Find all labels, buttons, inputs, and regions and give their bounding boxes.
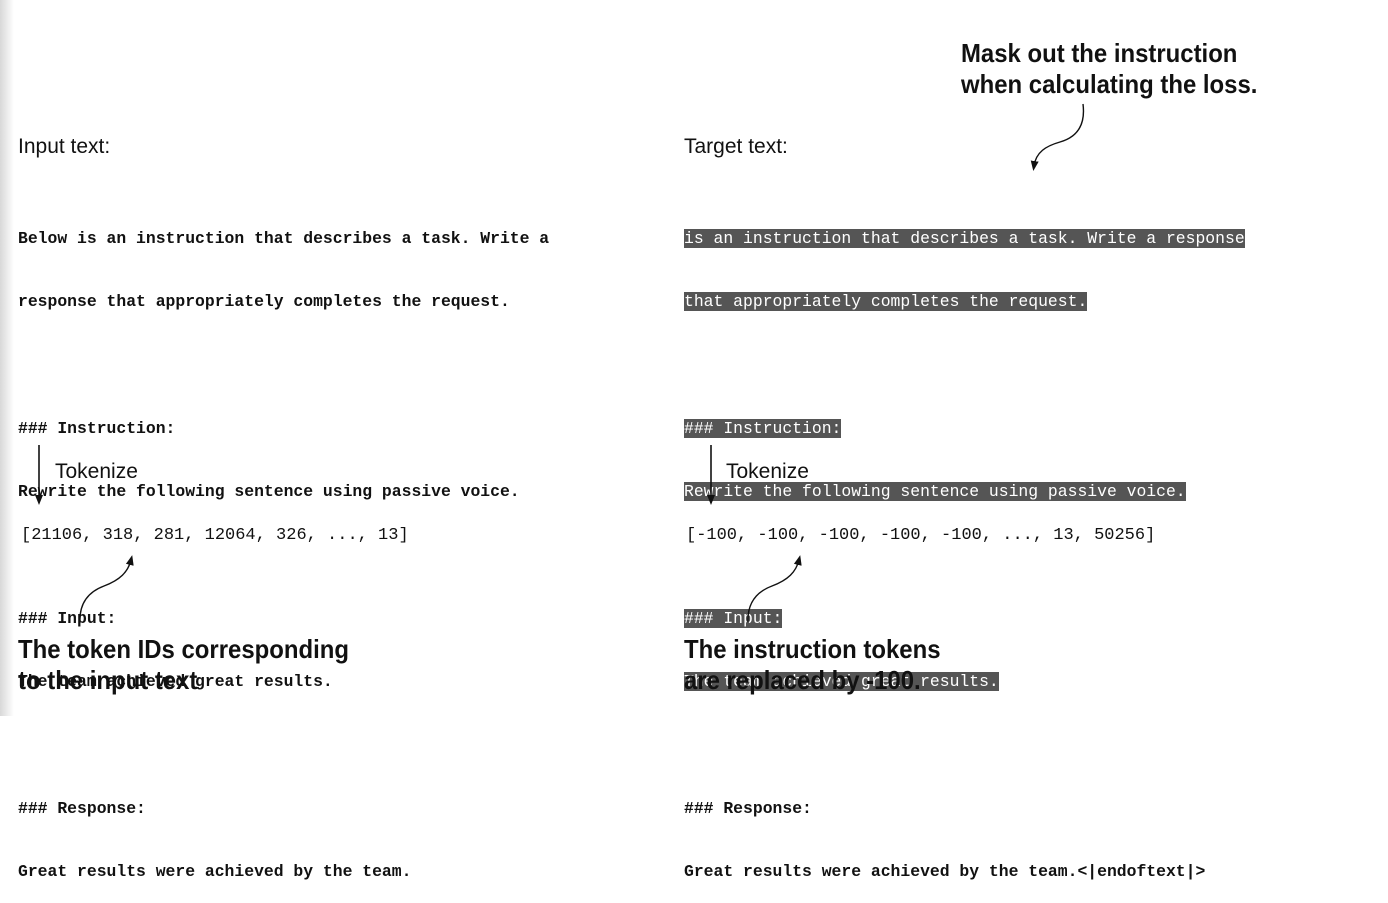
target-line-5-masked: ### Input: [684,609,783,628]
page-edge-shadow [0,0,14,716]
token-ids-callout: The token IDs corresponding to the input… [18,634,349,696]
target-line-1-masked: is an instruction that describes a task.… [684,229,1245,248]
input-line-3: ### Instruction: [18,419,176,438]
target-line-7: ### Response: [684,799,812,818]
masked-tokens-callout-arrow [747,555,802,624]
arrows-layer [35,103,1085,624]
input-line-2: response that appropriately completes th… [18,292,510,311]
input-line-7: ### Response: [18,799,146,818]
token-ids-callout-line-1: The token IDs corresponding [18,634,349,664]
right-tokenize-label: Tokenize [726,460,809,483]
input-line-1: Below is an instruction that describes a… [18,229,550,248]
mask-callout: Mask out the instruction when calculatin… [961,38,1257,100]
target-token-ids: [-100, -100, -100, -100, -100, ..., 13, … [686,526,1156,545]
left-tokenize-label: Tokenize [55,460,138,483]
input-text-heading: Input text: [18,135,111,158]
masked-tokens-callout-line-1: The instruction tokens [684,634,941,664]
target-line-2-masked: that appropriately completes the request… [684,292,1088,311]
target-text-heading: Target text: [684,135,788,158]
masked-tokens-callout-line-2: are replaced by -100. [684,665,921,695]
target-line-4-masked: Rewrite the following sentence using pas… [684,482,1186,501]
target-line-6-masked: The team achieved great results. [684,672,999,691]
token-ids-callout-line-2: to the input text [18,665,198,695]
input-line-6: The team achieved great results. [18,672,333,691]
input-line-5: ### Input: [18,609,117,628]
target-line-8: Great results were achieved by the team.… [684,862,1206,881]
target-line-3-masked: ### Instruction: [684,419,842,438]
masked-tokens-callout: The instruction tokens are replaced by -… [684,634,941,696]
mask-callout-line-1: Mask out the instruction [961,38,1238,68]
mask-callout-arrow [1030,103,1085,171]
input-line-8: Great results were achieved by the team. [18,862,412,881]
token-ids-callout-arrow [79,555,134,624]
mask-callout-line-2: when calculating the loss. [961,69,1258,99]
input-token-ids: [21106, 318, 281, 12064, 326, ..., 13] [21,526,409,545]
